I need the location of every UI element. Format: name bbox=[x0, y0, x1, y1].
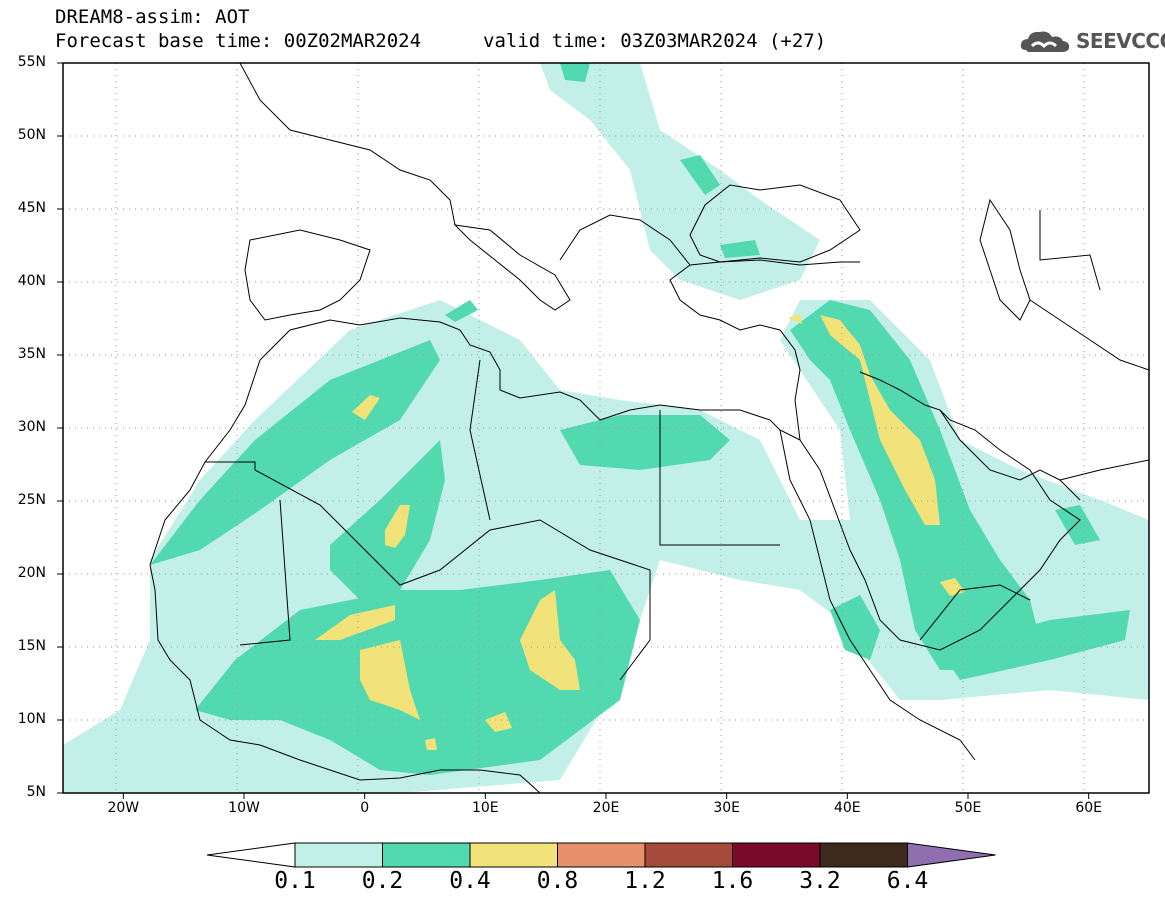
lat-label: 50N bbox=[17, 127, 46, 143]
lat-label: 30N bbox=[17, 419, 46, 435]
aot-level-0.4 bbox=[820, 315, 940, 525]
colorbar-segment bbox=[819, 842, 908, 868]
colorbar-segment bbox=[294, 842, 383, 868]
cloud-icon bbox=[1020, 31, 1070, 52]
colorbar-level-label: 1.2 bbox=[624, 868, 666, 894]
seevccc-logo: SEEVCCC bbox=[1018, 26, 1165, 56]
lat-label: 15N bbox=[17, 638, 46, 654]
graticule bbox=[63, 63, 1149, 793]
colorbar-level-label: 6.4 bbox=[886, 868, 929, 894]
colorbar-level-label: 0.4 bbox=[449, 868, 491, 894]
lat-label: 55N bbox=[17, 54, 46, 70]
lat-label: 45N bbox=[17, 200, 46, 216]
colorbar-level-label: 0.2 bbox=[361, 868, 404, 894]
colorbar-under-arrow bbox=[206, 842, 296, 868]
lon-label: 20W bbox=[107, 800, 140, 816]
coastlines-borders bbox=[149, 63, 1149, 793]
colorbar-level-label: 1.6 bbox=[711, 868, 754, 894]
aot-contours bbox=[63, 63, 1149, 793]
forecast-base-time: Forecast base time: 00Z02MAR2024 bbox=[55, 30, 422, 52]
lon-label: 20E bbox=[592, 800, 620, 816]
lon-label: 50E bbox=[954, 800, 982, 816]
colorbar-segment bbox=[469, 842, 558, 868]
colorbar-segment bbox=[644, 842, 733, 868]
colorbar-level-label: 0.8 bbox=[536, 868, 579, 894]
lat-label: 10N bbox=[17, 711, 46, 727]
lat-label: 25N bbox=[17, 492, 46, 508]
colorbar-over-arrow bbox=[907, 842, 996, 868]
aot-colorbar bbox=[206, 842, 996, 868]
lon-label: 30E bbox=[713, 800, 740, 816]
colorbar-level-label: 3.2 bbox=[799, 868, 841, 894]
map-title: DREAM8-assim: AOT bbox=[55, 6, 250, 28]
valid-time: valid time: 03Z03MAR2024 (+27) bbox=[483, 30, 827, 52]
lon-label: 60E bbox=[1075, 800, 1102, 816]
colorbar-segment bbox=[732, 842, 821, 868]
lat-label: 35N bbox=[17, 346, 46, 362]
colorbar-segment bbox=[557, 842, 646, 868]
colorbar-segment bbox=[382, 842, 471, 868]
lon-label: 40E bbox=[833, 800, 861, 816]
lon-label: 10E bbox=[471, 800, 499, 816]
lat-label: 40N bbox=[17, 273, 46, 289]
lat-label: 5N bbox=[26, 784, 46, 800]
lat-label: 20N bbox=[17, 565, 46, 581]
lon-label: 10W bbox=[228, 800, 260, 816]
lon-label: 0 bbox=[360, 800, 370, 816]
aot-level-0.2 bbox=[150, 340, 440, 565]
colorbar-level-label: 0.1 bbox=[274, 868, 316, 894]
